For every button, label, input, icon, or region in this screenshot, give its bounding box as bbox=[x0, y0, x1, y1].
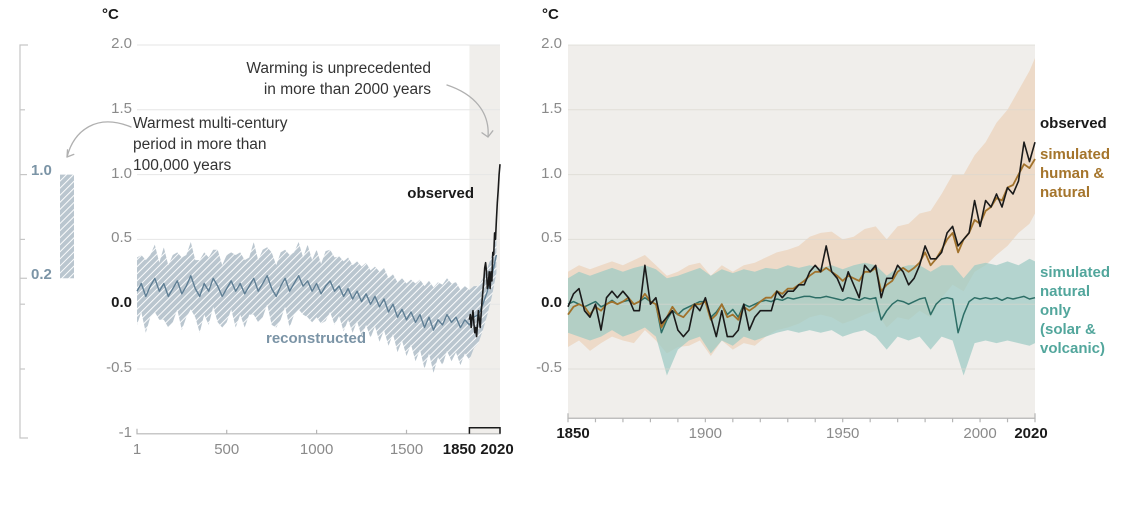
natural-only-label-line3: (solar & bbox=[1040, 321, 1096, 338]
left-unit-label: °C bbox=[102, 6, 119, 23]
left-x-tick-2020: 2020 bbox=[480, 440, 514, 458]
left-y-tick: 1.5 bbox=[111, 99, 132, 117]
natural-only-label-line4: volcanic) bbox=[1040, 340, 1106, 357]
left-y-tick: 1.0 bbox=[111, 164, 132, 182]
left-chart bbox=[136, 44, 501, 435]
annotation-warmest-line1: Warmest multi-century bbox=[133, 115, 288, 132]
right-observed-label: observed bbox=[1040, 115, 1107, 132]
right-y-tick: 0.0 bbox=[541, 294, 562, 312]
natural-only-label-line2: natural only bbox=[1040, 283, 1091, 319]
arrow-to-observed-era bbox=[446, 84, 489, 138]
left-y-tick: 2.0 bbox=[111, 35, 132, 52]
annotation-warmest-line2: period in more than bbox=[133, 136, 267, 153]
right-y-tick: 1.0 bbox=[541, 164, 562, 182]
ref-bar-top-value: 1.0 bbox=[31, 162, 52, 179]
annotation-unprecedented: Warming is unprecedented in more than 20… bbox=[246, 58, 431, 100]
left-observed-label: observed bbox=[407, 185, 474, 202]
arrow-to-reference-bar-head bbox=[66, 149, 75, 158]
left-x-tick-1000: 1000 bbox=[299, 440, 334, 458]
left-x-tick-1500: 1500 bbox=[389, 440, 424, 458]
ref-bar-bottom-value: 0.2 bbox=[31, 266, 52, 283]
right-x-tick-2000: 2000 bbox=[963, 425, 997, 443]
human-natural-label-line3: natural bbox=[1040, 184, 1091, 201]
right-x-tick-1900: 1900 bbox=[688, 425, 723, 443]
human-natural-label-line2: human & bbox=[1040, 165, 1105, 182]
annotation-warmest-line3: 100,000 years bbox=[133, 157, 232, 174]
natural-only-label-line1: simulated bbox=[1040, 264, 1111, 281]
human-natural-label: simulated human & natural bbox=[1040, 145, 1110, 202]
right-unit-label: °C bbox=[542, 6, 559, 23]
reference-scale-bar bbox=[19, 44, 74, 439]
right-x-tick-2020: 2020 bbox=[1014, 425, 1048, 443]
annotation-arrows bbox=[66, 84, 494, 158]
left-y-tick: -1 bbox=[118, 423, 132, 441]
arrow-to-reference-bar bbox=[66, 121, 132, 158]
left-y-tick: 0.0 bbox=[111, 294, 132, 312]
left-x-tick-1: 1 bbox=[132, 440, 142, 458]
human-natural-label-line1: simulated bbox=[1040, 146, 1111, 163]
reconstructed-label: reconstructed bbox=[266, 330, 367, 347]
left-y-tick: -0.5 bbox=[106, 359, 132, 376]
right-chart bbox=[567, 44, 1036, 423]
arrow-to-observed-era-head bbox=[481, 130, 494, 138]
annotation-warmest: Warmest multi-century period in more tha… bbox=[133, 113, 287, 176]
right-y-tick: 0.5 bbox=[541, 229, 562, 247]
right-x-tick-1850: 1850 bbox=[556, 425, 590, 443]
right-y-tick: -0.5 bbox=[536, 359, 562, 376]
right-y-tick: 2.0 bbox=[541, 35, 562, 52]
annotation-unprecedented-line1: Warming is unprecedented bbox=[246, 60, 431, 77]
right-y-tick: 1.5 bbox=[541, 99, 562, 117]
left-x-tick-1850: 1850 bbox=[442, 440, 477, 458]
right-x-tick-1950: 1950 bbox=[826, 425, 860, 443]
annotation-unprecedented-line2: in more than 2000 years bbox=[263, 81, 431, 98]
left-y-tick: 0.5 bbox=[111, 229, 132, 247]
left-x-tick-500: 500 bbox=[214, 440, 240, 458]
natural-only-label: simulated natural only (solar & volcanic… bbox=[1040, 263, 1122, 358]
